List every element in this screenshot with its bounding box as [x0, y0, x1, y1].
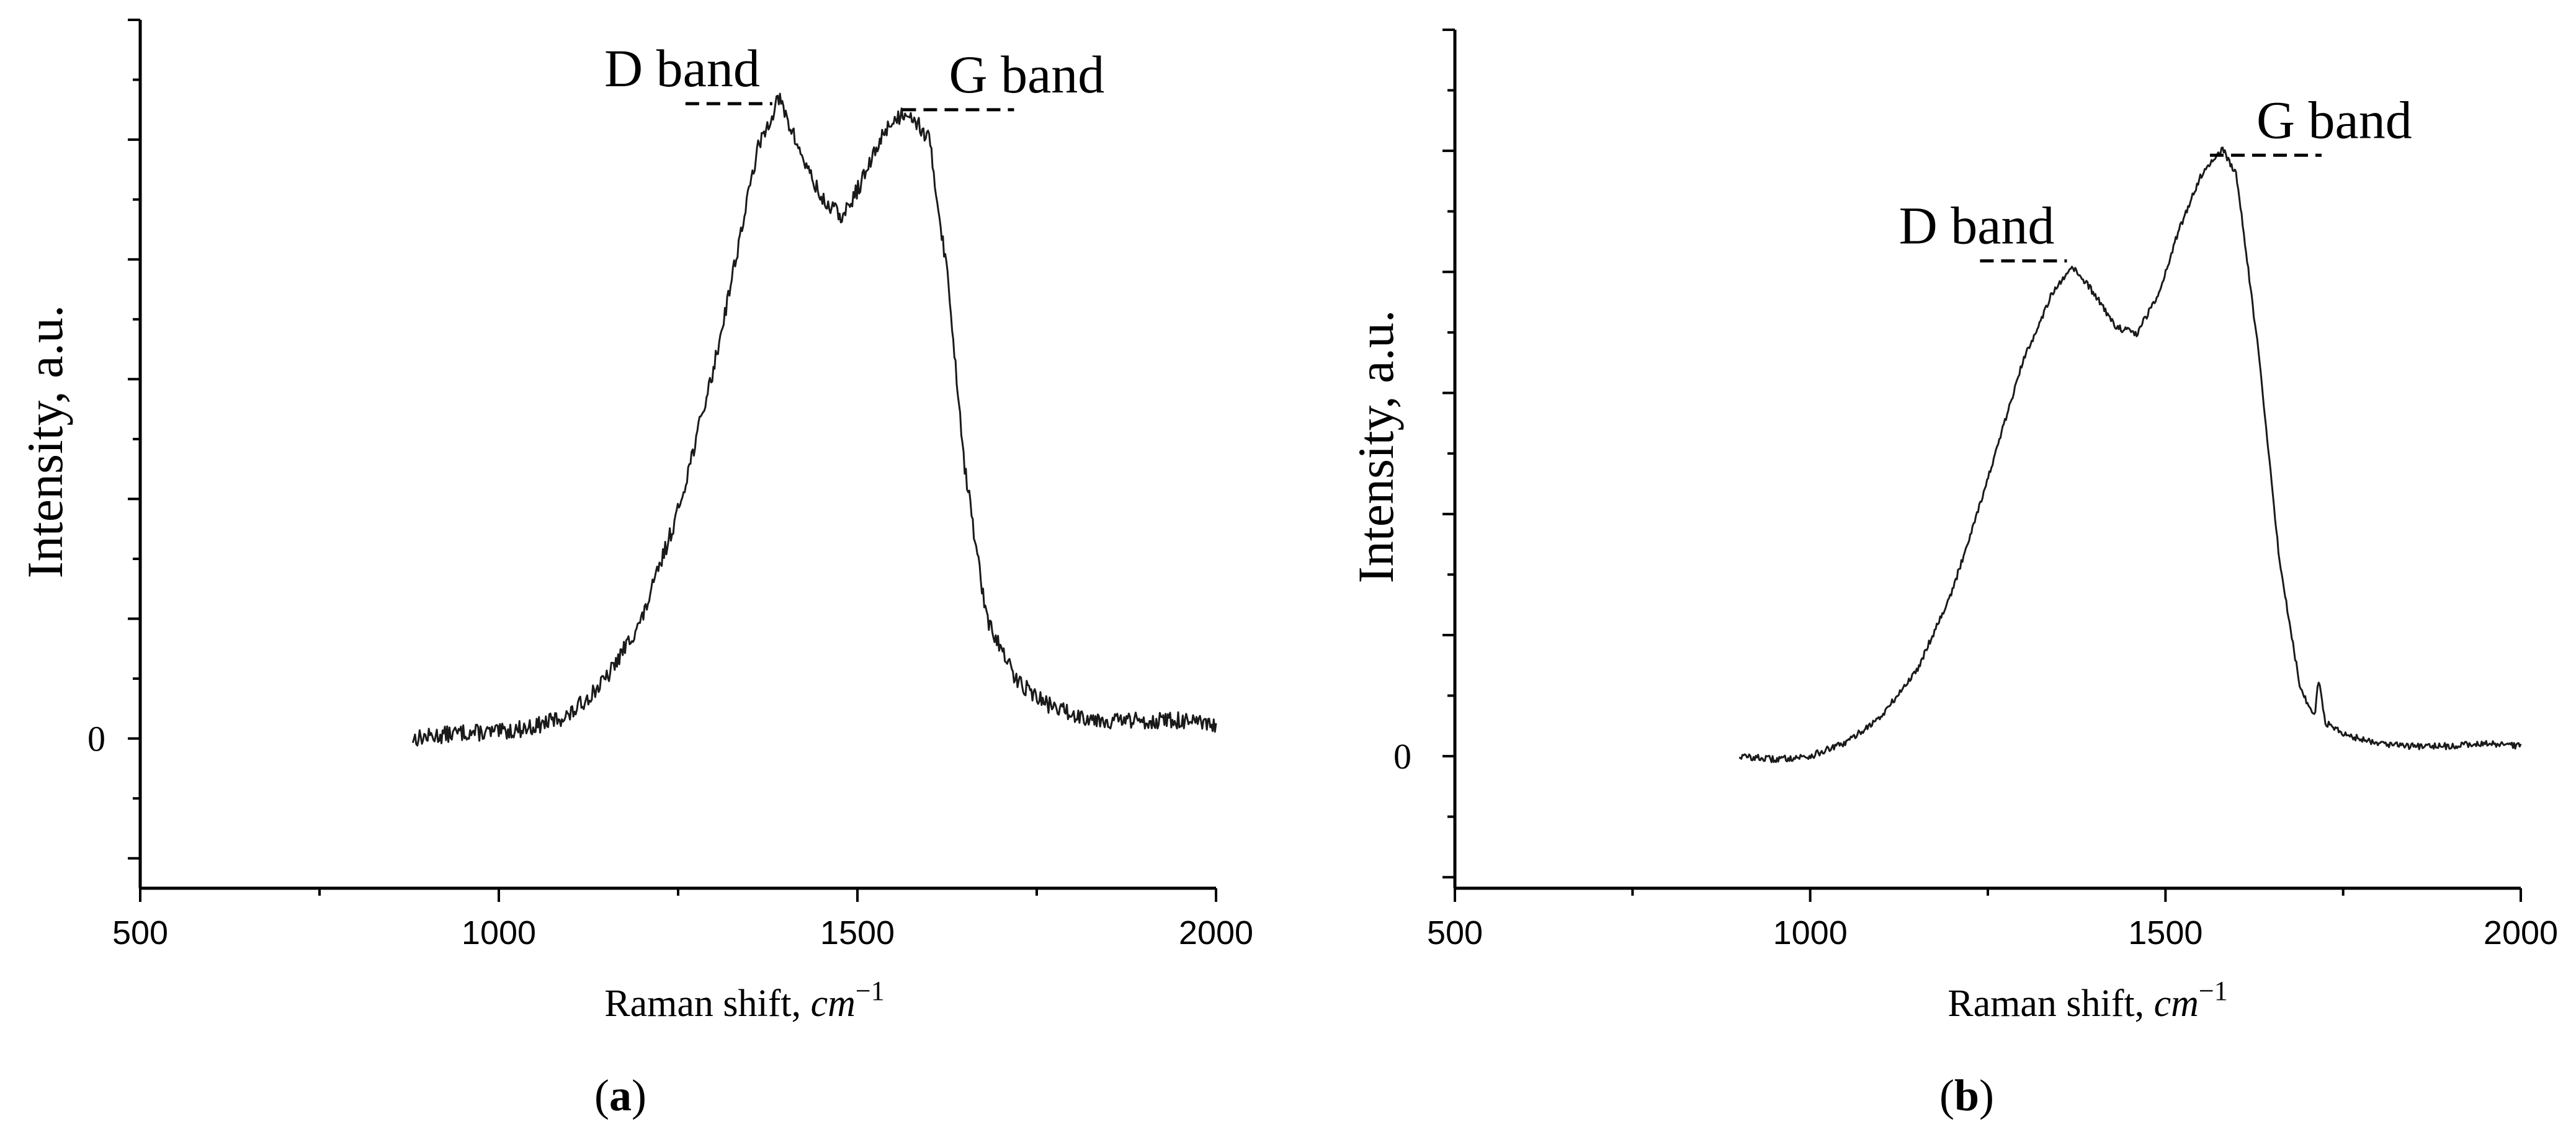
band-annotation: D band — [604, 38, 760, 98]
x-axis-label-unit: cm — [2154, 983, 2199, 1025]
x-tick-label: 1500 — [820, 914, 895, 952]
raman-spectrum-line — [1738, 146, 2522, 764]
band-annotation: G band — [949, 45, 1104, 104]
y-axis-label: Intensity, a.u. — [1348, 310, 1404, 583]
x-axis-label-exponent: −1 — [2199, 976, 2228, 1006]
x-axis-label-text: Raman shift, — [604, 983, 810, 1025]
y-axis-label: Intensity, a.u. — [17, 305, 73, 578]
y-tick-label-zero: 0 — [87, 719, 105, 759]
panel-caption-open: ( — [594, 1071, 609, 1120]
x-axis-label: Raman shift, cm−1 — [1948, 976, 2227, 1025]
x-tick-label: 2000 — [2484, 914, 2558, 952]
x-axis-label-unit: cm — [811, 983, 856, 1025]
x-tick-label: 1000 — [462, 914, 536, 952]
x-tick-label: 1000 — [1773, 914, 1848, 952]
x-axis-label-exponent: −1 — [856, 976, 885, 1006]
x-tick-label: 1500 — [2128, 914, 2203, 952]
raman-spectrum-line — [411, 92, 1217, 747]
band-annotation: G band — [2256, 90, 2412, 149]
chart-panel-a: 0 500 1000 1500 2000 Raman shift, cm−1 Intensi… — [17, 19, 1253, 1120]
x-axis-label: Raman shift, cm−1 — [604, 976, 884, 1025]
x-tick-label: 2000 — [1179, 914, 1253, 952]
band-annotation: D band — [1899, 196, 2055, 256]
panel-caption-close: ) — [632, 1071, 646, 1120]
panel-caption: (b) — [1939, 1071, 1994, 1120]
y-tick-label-zero: 0 — [1393, 736, 1411, 777]
panel-caption-letter: a — [609, 1071, 632, 1120]
panel-caption-open: ( — [1939, 1071, 1954, 1120]
panel-caption-close: ) — [1979, 1071, 1994, 1120]
chart-panel-b: 0 500 1000 1500 2000 Raman shift, cm−1 Intensi… — [1348, 29, 2558, 1120]
x-axis-label-text: Raman shift, — [1948, 983, 2153, 1025]
panel-caption-letter: b — [1954, 1071, 1979, 1120]
x-tick-label: 500 — [112, 914, 168, 952]
x-tick-label: 500 — [1427, 914, 1483, 952]
panel-caption: (a) — [594, 1071, 646, 1120]
